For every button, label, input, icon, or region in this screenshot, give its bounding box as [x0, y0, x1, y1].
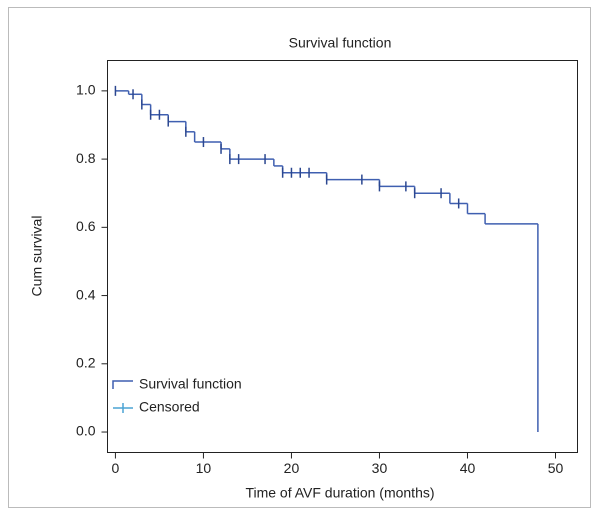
- x-tick-label: 0: [112, 460, 120, 476]
- y-tick-label: 0.2: [76, 354, 96, 370]
- y-tick-label: 0.8: [76, 150, 96, 166]
- legend-label: Survival function: [139, 376, 242, 392]
- x-tick-label: 50: [548, 460, 564, 476]
- x-tick-label: 10: [196, 460, 212, 476]
- y-tick-label: 0.0: [76, 423, 96, 439]
- y-axis-label: Cum survival: [29, 216, 45, 297]
- y-tick-label: 0.6: [76, 218, 96, 234]
- plot-frame: [107, 60, 578, 453]
- x-axis-label: Time of AVF duration (months): [245, 485, 434, 501]
- chart-title: Survival function: [289, 35, 392, 51]
- y-tick-label: 1.0: [76, 82, 96, 98]
- y-tick-label: 0.4: [76, 286, 96, 302]
- legend-label: Censored: [139, 399, 200, 415]
- outer-frame: [8, 7, 591, 508]
- x-tick-label: 20: [284, 460, 300, 476]
- x-tick-label: 40: [460, 460, 476, 476]
- x-tick-label: 30: [372, 460, 388, 476]
- legend-swatch: [112, 380, 133, 389]
